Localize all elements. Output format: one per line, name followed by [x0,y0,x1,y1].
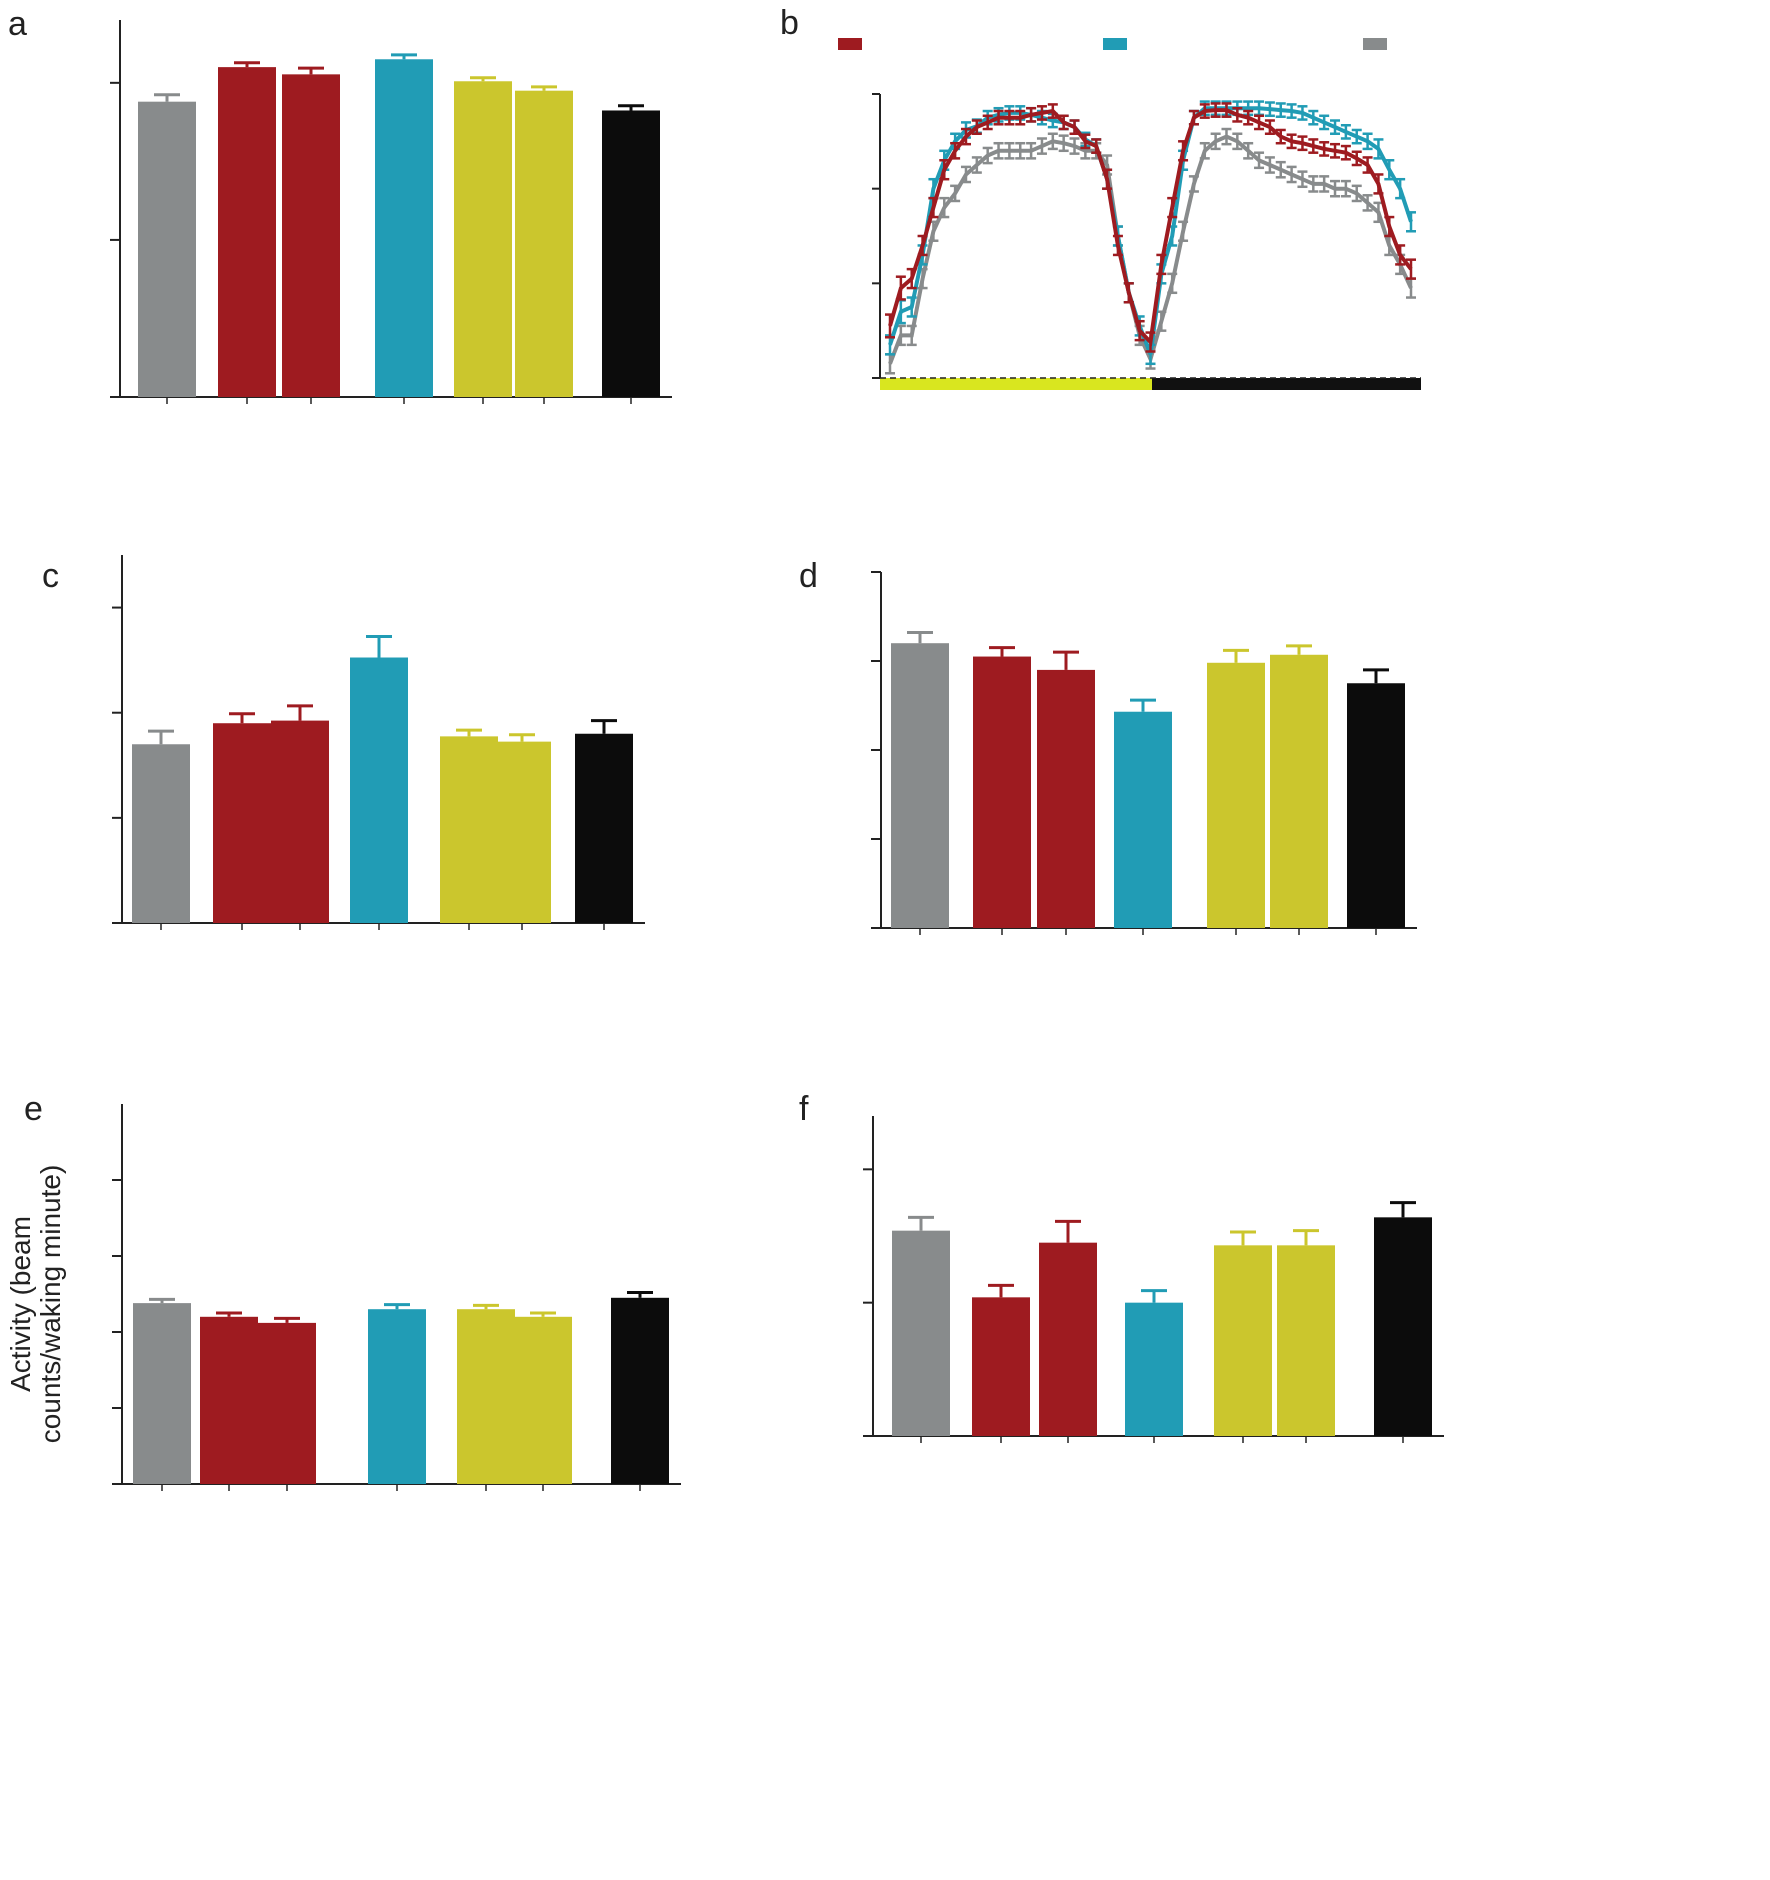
bar [454,81,512,397]
panel-letter: a [8,5,27,43]
bar [575,733,633,923]
panel-f: f [799,1090,1444,1443]
legend-swatch [1103,38,1127,50]
bar [457,1309,515,1484]
bar [891,643,949,928]
panel-d: d [799,557,1417,935]
bar [368,1309,426,1484]
bar [1037,669,1095,928]
bar [1214,1245,1272,1436]
light-phase-bar [880,378,1152,390]
panel-b: b [780,4,1421,390]
panel-e: e Activity (beam counts/waking minute) [5,1090,681,1491]
bar [515,90,573,397]
bar [200,1316,258,1484]
bar [133,1303,191,1484]
bar [1347,683,1405,928]
bar [1039,1242,1097,1436]
bar [1270,654,1328,928]
bar [1114,711,1172,928]
bar [132,744,190,923]
bar [1277,1245,1335,1436]
panel-letter: f [799,1090,809,1128]
bar [375,59,433,397]
panel-letter: d [799,557,818,595]
bar [611,1297,669,1484]
bar [1374,1217,1432,1436]
bar [213,723,271,923]
bar [1207,662,1265,928]
panel-a: a [8,5,672,404]
bar [218,67,276,397]
bar [892,1230,950,1436]
legend-swatch [838,38,862,50]
bar [258,1322,316,1484]
panel-letter: e [24,1090,43,1128]
bar [514,1316,572,1484]
panel-letter: b [780,4,799,42]
legend-swatch [1363,38,1387,50]
bar [493,741,551,923]
bar [138,101,196,397]
bar [440,736,498,923]
bar [1125,1302,1183,1436]
bar [282,74,340,397]
bar [602,110,660,397]
bar [973,656,1031,928]
y-axis-label-line: counts/waking minute) [35,1165,66,1444]
dark-phase-bar [1152,378,1421,390]
bar [972,1297,1030,1436]
panel-letter: c [42,557,59,595]
bar [271,720,329,923]
bar [350,657,408,923]
panel-c: c [42,555,645,930]
y-axis-label-line: Activity (beam [5,1216,36,1392]
